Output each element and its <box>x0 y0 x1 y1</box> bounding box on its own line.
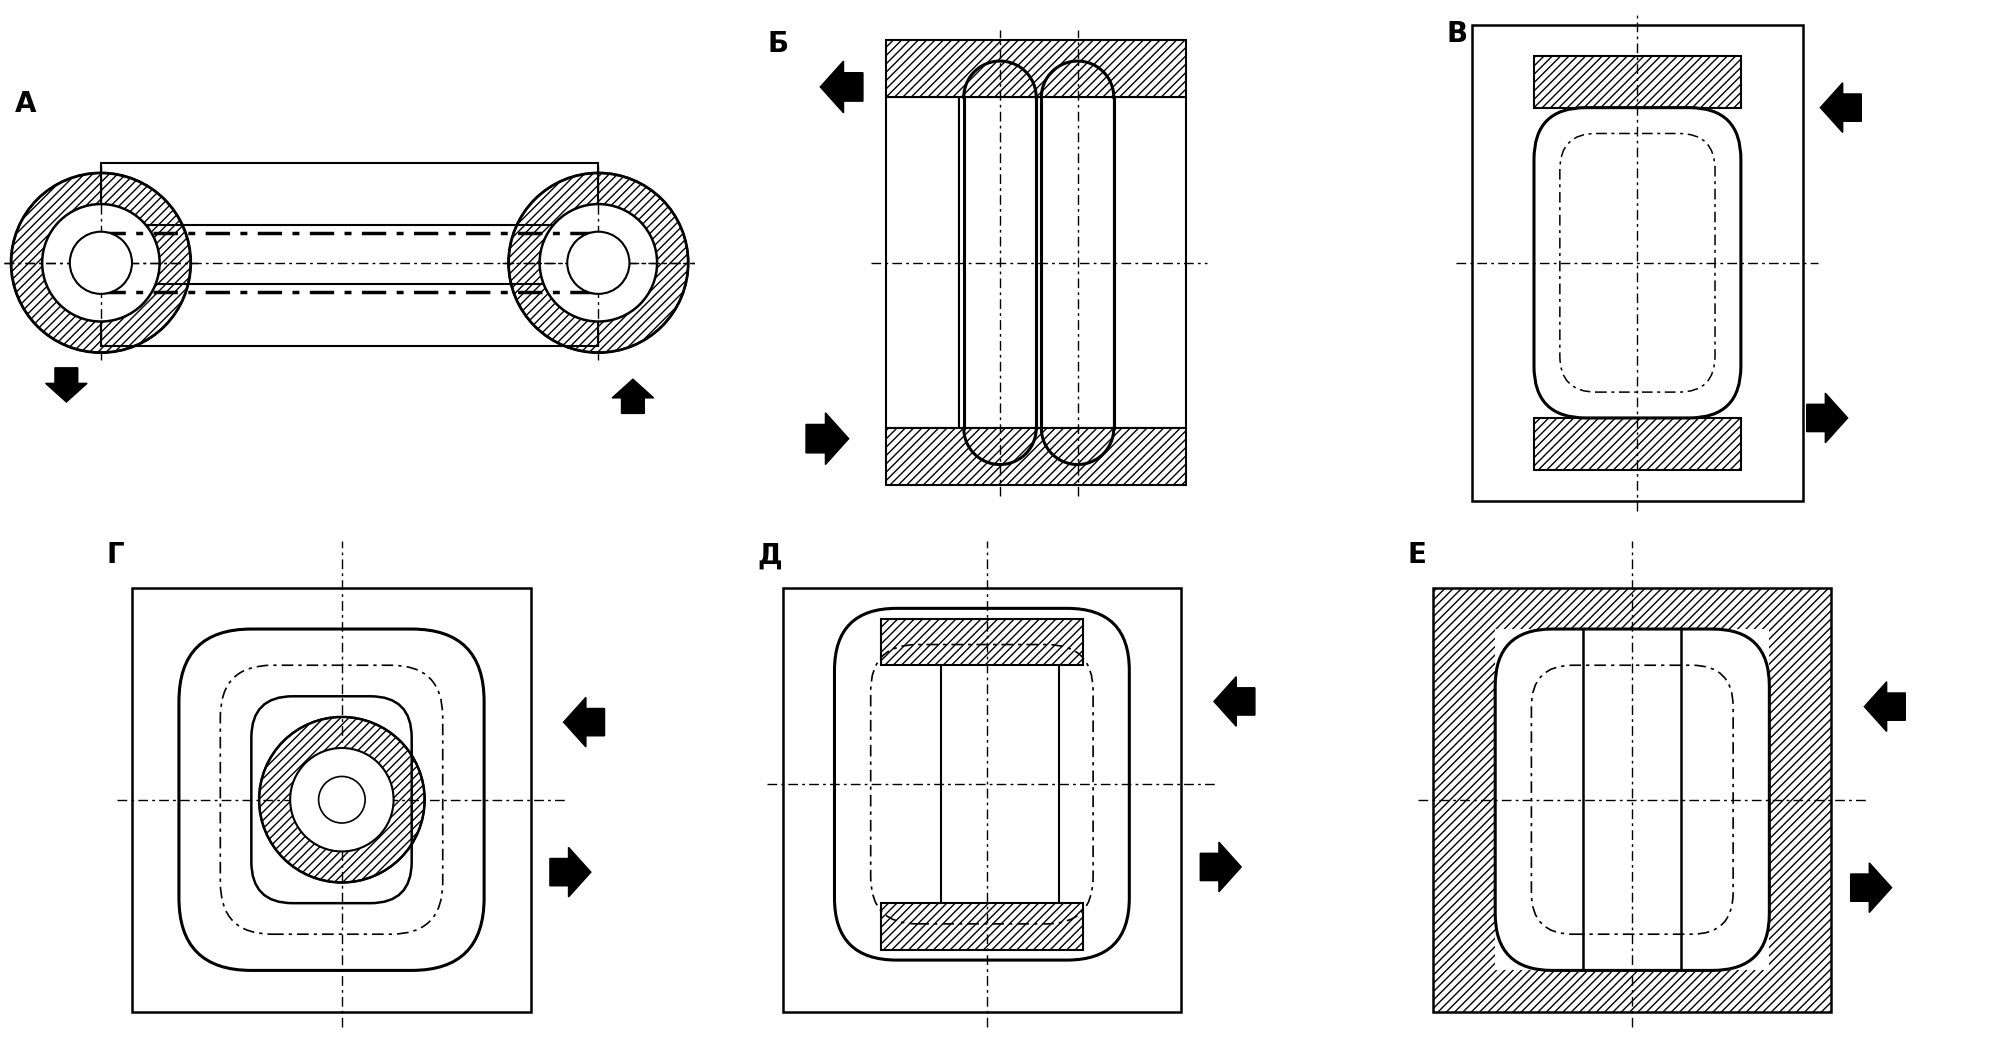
Text: Е: Е <box>1408 541 1426 570</box>
Bar <box>1534 55 1740 108</box>
Bar <box>882 904 1082 950</box>
Polygon shape <box>550 847 590 897</box>
Text: В: В <box>1446 20 1468 48</box>
Bar <box>132 587 530 1011</box>
Polygon shape <box>612 379 654 414</box>
Polygon shape <box>1806 393 1848 443</box>
Polygon shape <box>1864 682 1906 732</box>
Bar <box>100 162 598 225</box>
Text: Б: Б <box>768 30 788 58</box>
Bar <box>958 97 1114 428</box>
Circle shape <box>568 231 630 294</box>
Circle shape <box>540 204 658 321</box>
Polygon shape <box>1200 842 1242 892</box>
Polygon shape <box>806 413 848 465</box>
Polygon shape <box>1850 863 1892 913</box>
Polygon shape <box>1214 676 1254 727</box>
Polygon shape <box>1820 83 1862 132</box>
Text: Г: Г <box>106 541 124 570</box>
Bar <box>886 41 1186 97</box>
Circle shape <box>42 204 160 321</box>
Polygon shape <box>564 697 604 747</box>
Bar <box>1534 418 1740 470</box>
Bar <box>100 284 598 346</box>
Circle shape <box>70 231 132 294</box>
Circle shape <box>318 777 366 823</box>
Bar <box>1114 97 1186 428</box>
Text: А: А <box>14 90 36 118</box>
Bar <box>886 428 1186 485</box>
Bar <box>1496 629 1770 971</box>
Bar <box>882 619 1082 665</box>
Bar <box>1434 587 1832 1011</box>
Bar <box>782 587 1182 1011</box>
Circle shape <box>290 748 394 851</box>
Text: Д: Д <box>756 541 782 570</box>
Polygon shape <box>820 61 862 113</box>
Bar <box>886 97 958 428</box>
Bar <box>1472 25 1802 500</box>
Polygon shape <box>46 367 88 402</box>
